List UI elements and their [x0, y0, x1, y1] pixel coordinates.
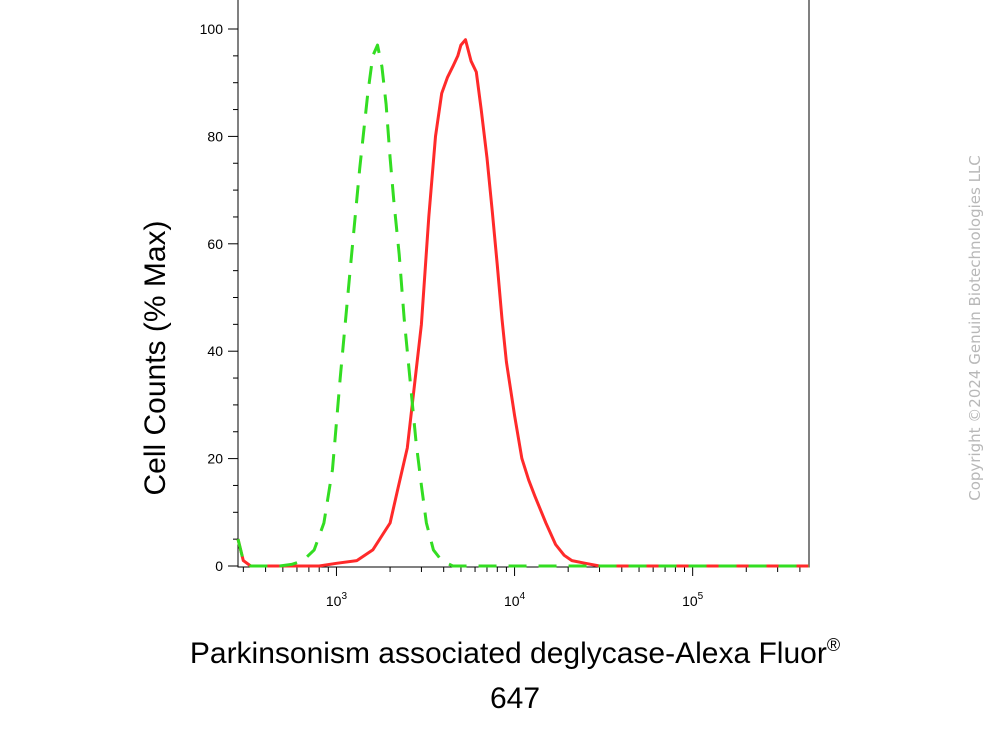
- x-tick-base: 10: [682, 593, 698, 609]
- x-tick-label: 103: [326, 591, 348, 609]
- x-tick-exponent: 4: [520, 591, 526, 602]
- x-axis: 103 104 105: [242, 567, 801, 609]
- series-line-1: [236, 38, 809, 568]
- y-tick-label: 20: [207, 451, 223, 467]
- x-tick-label: 104: [504, 591, 526, 609]
- y-tick-label: 60: [207, 236, 223, 252]
- y-axis-label: Cell Counts (% Max): [139, 220, 172, 495]
- y-tick-label: 40: [207, 343, 223, 359]
- x-tick-exponent: 5: [698, 591, 704, 602]
- plot-frame: [237, 0, 810, 568]
- x-axis-label-main: Parkinsonism associated deglycase-Alexa …: [190, 637, 827, 670]
- x-tick-exponent: 3: [341, 591, 347, 602]
- y-tick-label: 80: [207, 128, 223, 144]
- x-tick-label: 105: [682, 591, 704, 609]
- series-line-2: [236, 43, 809, 568]
- x-axis-label-line1: Parkinsonism associated deglycase-Alexa …: [190, 635, 840, 670]
- x-tick-base: 10: [326, 593, 342, 609]
- y-tick-label: 100: [200, 21, 224, 37]
- x-axis-label-line2: 647: [490, 682, 540, 715]
- y-tick-label: 0: [215, 558, 223, 574]
- y-axis: 0 20 40 60 80 100: [200, 21, 238, 574]
- series-layer: [236, 38, 809, 568]
- copyright-text: Copyright ©2024 Genuin Biotechnologies L…: [966, 155, 984, 501]
- x-tick-base: 10: [504, 593, 520, 609]
- x-axis-label-registered: ®: [827, 635, 840, 655]
